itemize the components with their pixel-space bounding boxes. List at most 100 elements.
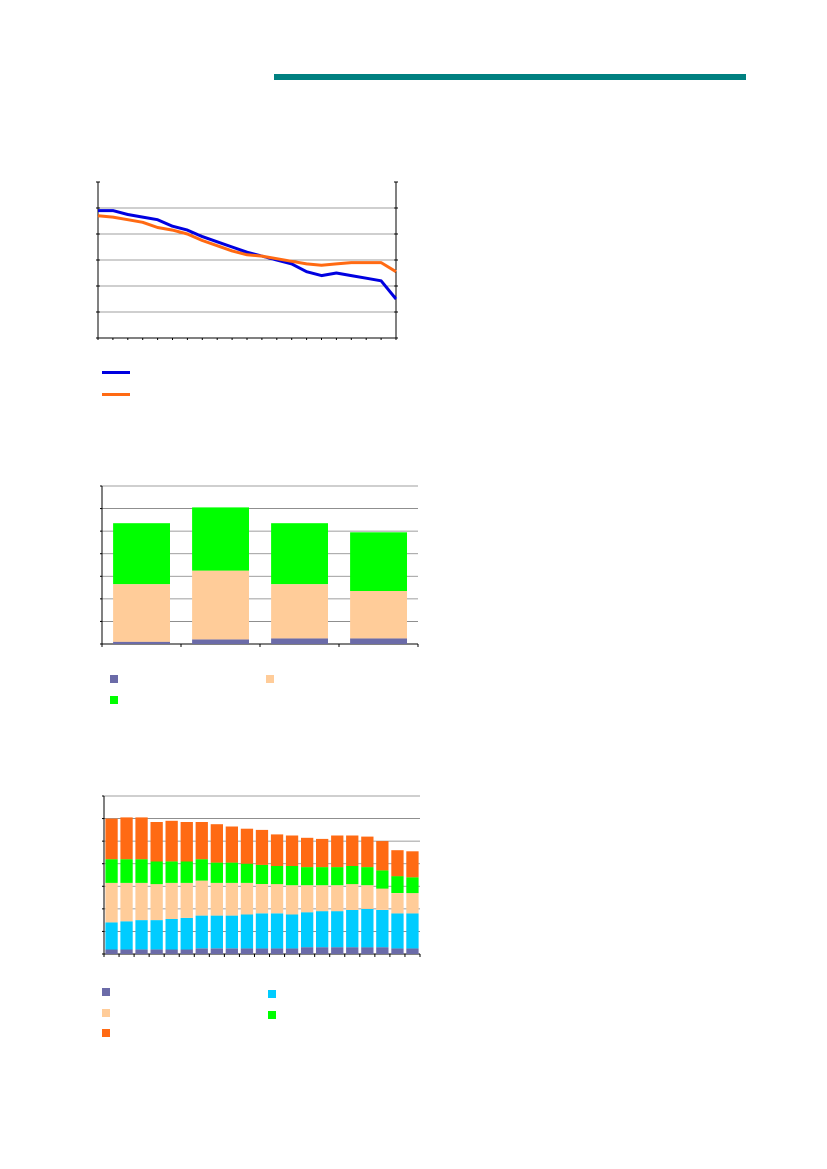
bar-segment-5 (120, 817, 133, 860)
bar-segment-3 (316, 885, 329, 912)
bar-segment-3 (165, 882, 178, 919)
bar-segment-4 (105, 859, 118, 883)
bar-segment-1 (150, 949, 163, 954)
bar-segment-2 (165, 919, 178, 950)
stacked-bar-chart-small-plot (100, 485, 419, 647)
bar-segment-1 (406, 948, 419, 954)
bar-segment-4 (406, 877, 419, 894)
bar-segment-2 (331, 911, 344, 948)
legend-square-swatch (102, 1029, 110, 1037)
bar-segment-1 (346, 947, 359, 954)
bar-segment-2 (391, 913, 404, 949)
bar-segment-1 (195, 948, 208, 954)
bar-segment-1 (391, 948, 404, 954)
bar-segment-5 (240, 828, 254, 864)
bar-segment-2 (105, 922, 118, 950)
legend-square-swatch (268, 990, 276, 998)
bar-segment-2 (346, 910, 359, 948)
header-rule (274, 74, 746, 80)
line-chart-plot (96, 181, 398, 340)
bar-segment-5 (150, 822, 163, 862)
legend-square-swatch (268, 1011, 276, 1019)
bar-segment-3 (361, 885, 374, 909)
bar-segment-3 (225, 882, 238, 916)
bar-segment-5 (135, 817, 148, 860)
bar-segment-2 (255, 913, 269, 949)
bar-segment-2 (361, 908, 374, 948)
bar-segment-2 (195, 915, 208, 949)
bar-segment-2 (316, 911, 329, 948)
bar-segment-4 (391, 876, 404, 893)
bar-segment-3 (135, 882, 148, 921)
bar-segment-1 (120, 949, 133, 954)
legend-square-swatch (110, 696, 118, 704)
bar-segment-1 (225, 948, 238, 954)
bar-segment-1 (361, 947, 374, 954)
bar-segment-3 (406, 893, 419, 914)
bar-segment-5 (391, 850, 404, 877)
bar-segment-5 (331, 835, 344, 868)
bar-segment-2 (285, 914, 299, 949)
bar-segment-3 (195, 880, 208, 916)
legend-square-swatch (102, 1009, 110, 1017)
bar-segment-1 (270, 948, 284, 954)
bar-segment-3 (376, 888, 389, 910)
stacked-bar-chart-small (100, 484, 420, 648)
bar-segment-4 (120, 859, 133, 883)
bar-segment-5 (105, 818, 118, 860)
bar-segment-3 (331, 885, 344, 912)
bar-segment-4 (316, 867, 329, 886)
bar-segment-3 (150, 884, 163, 921)
bar-segment-2 (210, 915, 223, 949)
bar-segment-4 (285, 866, 299, 886)
bar-segment-1 (192, 639, 249, 644)
bar-segment-5 (346, 835, 359, 866)
bar-segment-1 (271, 638, 328, 644)
bar-segment-4 (270, 866, 284, 885)
bar-segment-2 (135, 920, 148, 950)
bar-segment-2 (120, 921, 133, 950)
bar-segment-5 (376, 841, 389, 871)
bar-segment-3 (192, 507, 249, 571)
bar-segment-4 (240, 863, 254, 883)
bar-segment-3 (350, 532, 407, 591)
bar-segment-5 (285, 835, 299, 866)
bar-segment-5 (225, 826, 238, 863)
legend-square-swatch (266, 675, 274, 683)
bar-segment-4 (150, 861, 163, 885)
bar-segment-4 (376, 870, 389, 889)
bar-segment-3 (113, 523, 170, 585)
bar-segment-5 (195, 822, 208, 860)
bar-segment-5 (255, 829, 269, 865)
bar-segment-2 (301, 912, 314, 948)
bar-segment-3 (210, 882, 223, 916)
bar-segment-3 (270, 884, 284, 914)
legend-line-swatch (102, 393, 130, 396)
bar-segment-4 (165, 861, 178, 883)
bar-segment-1 (113, 641, 170, 644)
bar-segment-1 (316, 947, 329, 954)
bar-segment-2 (225, 915, 238, 949)
bar-segment-5 (165, 820, 178, 862)
bar-segment-4 (180, 861, 193, 883)
bar-segment-1 (350, 638, 407, 644)
bar-segment-3 (271, 523, 328, 585)
bar-segment-2 (271, 584, 328, 639)
bar-segment-4 (210, 862, 223, 883)
bar-segment-4 (346, 866, 359, 885)
bar-segment-5 (180, 822, 193, 862)
bar-segment-2 (240, 914, 254, 949)
bar-segment-1 (165, 949, 178, 954)
bar-segment-4 (135, 859, 148, 883)
bar-segment-3 (255, 884, 269, 914)
bar-segment-1 (240, 948, 254, 954)
bar-segment-5 (301, 837, 314, 868)
bar-segment-5 (316, 838, 329, 868)
bar-segment-1 (301, 947, 314, 954)
bar-segment-4 (195, 859, 208, 881)
series-line-2 (97, 214, 397, 273)
stacked-bar-chart-large (102, 794, 422, 958)
bar-segment-2 (406, 913, 419, 949)
bar-segment-3 (105, 882, 118, 923)
bar-segment-3 (240, 882, 254, 915)
